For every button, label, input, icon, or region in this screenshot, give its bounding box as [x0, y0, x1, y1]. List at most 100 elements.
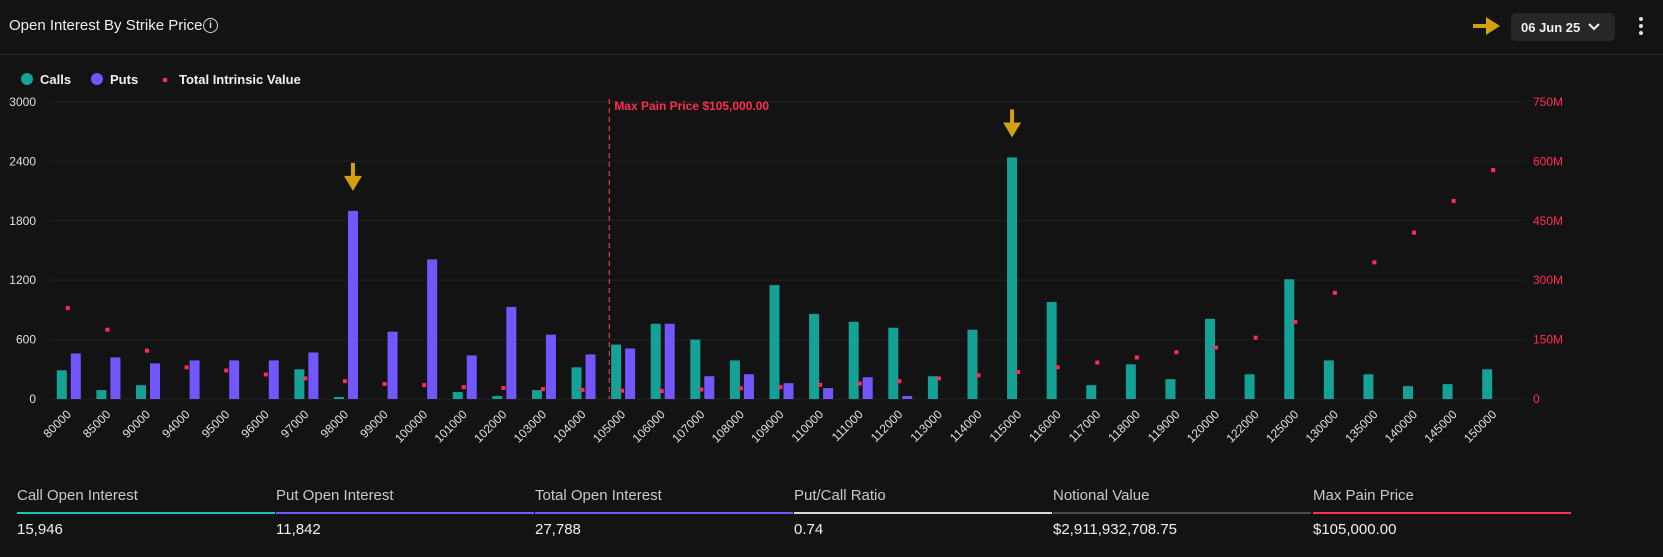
x-tick-label: 102000 — [471, 407, 509, 445]
calls-bar — [531, 390, 542, 399]
y-left-tick-label: 2400 — [9, 154, 36, 168]
calls-bar — [1046, 301, 1057, 399]
puts-bar — [268, 360, 279, 399]
calls-bar — [333, 397, 344, 399]
stat-label: Notional Value — [1053, 487, 1150, 504]
puts-bar — [427, 259, 438, 399]
chart-title: Open Interest By Strike Price — [9, 17, 203, 34]
calls-bar — [848, 321, 859, 399]
puts-bar — [862, 377, 873, 399]
x-tick-label: 94000 — [159, 407, 193, 441]
stat-card: Notional Value $2,911,932,708.75 — [1053, 478, 1311, 548]
stat-label: Put/Call Ratio — [794, 487, 886, 504]
intrinsic-value-point — [422, 383, 427, 388]
intrinsic-value-point — [976, 373, 981, 378]
x-tick-label: 118000 — [1105, 407, 1143, 445]
calls-bar — [611, 344, 622, 399]
stat-card: Put Open Interest 11,842 — [276, 478, 534, 548]
puts-bar — [229, 360, 240, 399]
stat-card: Total Open Interest 27,788 — [535, 478, 793, 548]
puts-bar — [110, 357, 121, 399]
intrinsic-value-point — [184, 365, 189, 370]
x-tick-label: 90000 — [120, 407, 154, 441]
intrinsic-value-point — [224, 368, 229, 373]
intrinsic-value-point — [1174, 350, 1179, 355]
intrinsic-value-point — [659, 389, 664, 394]
intrinsic-value-point — [1491, 168, 1496, 173]
x-tick-label: 109000 — [748, 407, 786, 445]
more-options-icon[interactable] — [1636, 15, 1646, 39]
x-tick-label: 99000 — [357, 407, 391, 441]
x-tick-label: 150000 — [1461, 407, 1499, 445]
open-interest-chart: 0 600 1200 1800 2400 3000 0 150M 300M 450M 600M 750… — [9, 95, 1563, 445]
intrinsic-value-point — [263, 372, 268, 377]
intrinsic-value-point — [1372, 260, 1377, 265]
calls-bar — [1363, 374, 1374, 399]
calls-bar — [56, 370, 67, 399]
x-tick-label: 96000 — [238, 407, 272, 441]
intrinsic-value-point — [778, 385, 783, 390]
intrinsic-value-point — [105, 327, 110, 332]
calls-bar — [1007, 157, 1018, 399]
calls-bar — [1482, 369, 1493, 399]
intrinsic-value-point — [65, 305, 70, 310]
puts-bar — [585, 354, 596, 399]
x-tick-label: 115000 — [987, 407, 1025, 445]
y-left-tick-label: 3000 — [9, 95, 36, 109]
puts-bar — [70, 353, 81, 399]
x-tick-label: 117000 — [1066, 407, 1104, 445]
info-icon[interactable]: i — [203, 18, 218, 33]
stat-label: Total Open Interest — [535, 487, 662, 504]
stat-value: $2,911,932,708.75 — [1053, 521, 1178, 538]
calls-bar — [809, 313, 820, 399]
intrinsic-value-point — [818, 382, 823, 387]
x-tick-label: 112000 — [868, 407, 906, 445]
x-tick-label: 80000 — [40, 407, 74, 441]
calls-bar — [571, 367, 582, 399]
puts-bar — [466, 355, 477, 399]
calls-bar — [452, 392, 463, 399]
stat-label: Call Open Interest — [17, 487, 138, 504]
intrinsic-value-point — [1451, 199, 1456, 203]
y-right-tick-label: 750M — [1533, 95, 1563, 109]
stat-underline — [1313, 512, 1571, 514]
stat-label: Put Open Interest — [276, 487, 394, 504]
stat-card: Max Pain Price $105,000.00 — [1313, 478, 1571, 548]
intrinsic-value-point — [1332, 290, 1337, 295]
down-arrow-icon — [343, 175, 362, 191]
x-tick-label: 98000 — [318, 407, 352, 441]
x-tick-label: 113000 — [907, 407, 945, 445]
stat-label: Max Pain Price — [1313, 487, 1414, 504]
intrinsic-value-point — [857, 381, 862, 386]
expiry-date-label: 06 Jun 25 — [1521, 20, 1581, 35]
x-tick-label: 111000 — [829, 407, 866, 444]
summary-stats: Call Open Interest 15,946 Put Open Interes… — [0, 478, 1663, 548]
x-tick-label: 108000 — [709, 407, 747, 445]
x-tick-label: 85000 — [80, 407, 114, 441]
calls-bar — [294, 369, 305, 399]
calls-bar — [1323, 360, 1334, 399]
calls-bar — [888, 327, 899, 399]
intrinsic-value-point — [1293, 319, 1298, 324]
puts-bar — [625, 348, 636, 399]
calls-bar — [1403, 386, 1414, 399]
stat-value: 15,946 — [17, 521, 63, 538]
intrinsic-value-point — [1253, 335, 1258, 340]
y-left-tick-label: 1200 — [9, 273, 36, 287]
x-tick-label: 125000 — [1263, 407, 1301, 445]
intrinsic-value-point — [1055, 365, 1060, 370]
stat-value: 11,842 — [276, 521, 321, 538]
stat-underline — [1053, 512, 1311, 514]
intrinsic-value-point — [620, 388, 625, 393]
intrinsic-value-point — [461, 385, 466, 390]
expiry-date-dropdown[interactable]: 06 Jun 25 — [1511, 13, 1615, 41]
intrinsic-value-point — [1095, 360, 1100, 365]
x-tick-label: 106000 — [630, 407, 668, 445]
stat-card: Put/Call Ratio 0.74 — [794, 478, 1052, 548]
x-tick-label: 130000 — [1303, 407, 1341, 445]
calls-bar — [1125, 364, 1136, 399]
puts-bar — [387, 331, 398, 399]
intrinsic-value-point — [1214, 345, 1219, 350]
puts-bar — [189, 360, 200, 399]
x-tick-label: 95000 — [199, 407, 233, 441]
